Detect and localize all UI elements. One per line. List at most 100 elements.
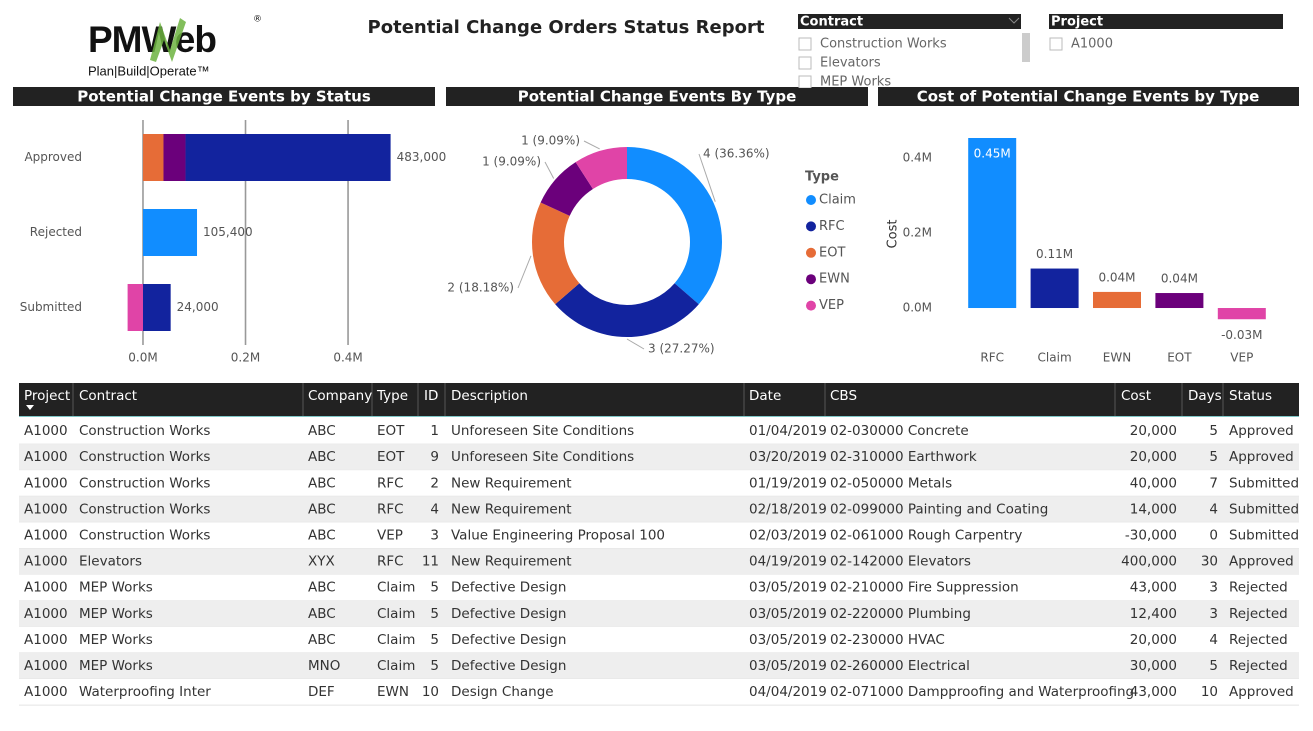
table-cell: EOT: [377, 423, 405, 439]
checkbox[interactable]: [798, 75, 812, 88]
table-cell: DEF: [308, 684, 335, 700]
table-cell: 2: [430, 475, 439, 491]
table-cell: Construction Works: [79, 527, 210, 543]
slicer-item[interactable]: Elevators: [820, 56, 881, 71]
data-label: 4 (36.36%): [703, 147, 770, 161]
table-cell: Defective Design: [451, 658, 566, 674]
content: Contract Construction Works Elevators MEP W…: [19, 14, 1299, 706]
column-header[interactable]: Description: [451, 388, 528, 404]
table-cell: VEP: [377, 527, 403, 543]
table-cell: A1000: [24, 658, 68, 674]
data-label: 0.04M: [1098, 270, 1135, 284]
table-cell: 02-210000 Fire Suppression: [830, 580, 1019, 596]
table-cell: 03/05/2019: [749, 632, 827, 648]
bar-segment: [142, 209, 198, 256]
logo-mark: ®: [253, 15, 262, 25]
table-row: [19, 574, 1299, 601]
table-cell: Construction Works: [79, 475, 210, 491]
table-cell: Value Engineering Proposal 100: [451, 527, 665, 543]
report-title: Potential Change Orders Status Report: [368, 17, 765, 38]
table-row: [19, 626, 1299, 653]
sort-arrow[interactable]: [26, 405, 34, 410]
chart-title: Potential Change Events By Type: [518, 88, 797, 106]
table-cell: Approved: [1229, 449, 1294, 465]
legend-swatch[interactable]: [806, 274, 816, 285]
table-cell: RFC: [377, 475, 404, 491]
table-cell: ABC: [308, 449, 336, 465]
column-header[interactable]: Type: [376, 388, 408, 404]
table-cell: Construction Works: [79, 449, 210, 465]
slicer-item[interactable]: A1000: [1071, 37, 1113, 52]
bar: [1093, 291, 1141, 309]
column-header[interactable]: Date: [749, 388, 781, 404]
chart-header-bar: [13, 87, 435, 106]
table-cell: Claim: [377, 606, 415, 622]
column-header[interactable]: Company: [308, 388, 372, 404]
slicer-item[interactable]: Construction Works: [820, 37, 947, 52]
checkbox[interactable]: [1049, 37, 1063, 51]
table-cell: Defective Design: [451, 580, 566, 596]
column-header[interactable]: CBS: [830, 388, 857, 404]
legend-swatch[interactable]: [806, 247, 816, 258]
legend-label[interactable]: RFC: [819, 219, 845, 234]
table-cell: 04/19/2019: [749, 554, 827, 570]
table-cell: Unforeseen Site Conditions: [451, 423, 634, 439]
legend-swatch[interactable]: [806, 221, 816, 232]
table-cell: 02-220000 Plumbing: [830, 606, 971, 622]
table-cell: XYX: [308, 554, 335, 570]
table-cell: EWN: [377, 684, 409, 700]
table-cell: Unforeseen Site Conditions: [451, 449, 634, 465]
table-cell: 03/20/2019: [749, 449, 827, 465]
table-cell: 14,000: [1130, 501, 1177, 517]
table-cell: ABC: [308, 527, 336, 543]
legend-swatch[interactable]: [806, 195, 816, 205]
x-tick-label: 0.2M: [231, 351, 260, 365]
table-cell: Construction Works: [79, 501, 210, 517]
chart-title: Potential Change Events by Status: [77, 88, 371, 106]
x-tick-label: 0.4M: [333, 351, 362, 365]
table-cell: ABC: [308, 580, 336, 596]
total-label: 483,000: [397, 150, 447, 164]
column-header[interactable]: Project: [24, 388, 70, 404]
table-cell: MEP Works: [79, 658, 153, 674]
donut-slice: [555, 283, 699, 338]
legend-label[interactable]: EWN: [819, 272, 850, 287]
table-cell: RFC: [377, 554, 404, 570]
table-cell: Approved: [1229, 554, 1294, 570]
legend-label[interactable]: Claim: [819, 193, 856, 208]
legend-label[interactable]: EOT: [819, 245, 845, 260]
table-cell: 03/05/2019: [749, 658, 827, 674]
table-cell: 30: [1201, 554, 1218, 570]
slicer-scrollbar[interactable]: [1022, 33, 1030, 62]
slicer-chevron[interactable]: [1008, 17, 1020, 24]
table-cell: 02/03/2019: [749, 527, 827, 543]
legend-swatch[interactable]: [806, 300, 816, 311]
table-cell: RFC: [377, 501, 404, 517]
table-cell: A1000: [24, 632, 68, 648]
table-cell: EOT: [377, 449, 405, 465]
table-cell: 02-230000 HVAC: [830, 632, 945, 648]
table-cell: 7: [1209, 475, 1218, 491]
slicer-item[interactable]: MEP Works: [820, 75, 891, 90]
column-header[interactable]: ID: [424, 388, 438, 404]
chart-header-bar: [878, 87, 1299, 106]
table-cell: 01/04/2019: [749, 423, 827, 439]
column-header[interactable]: Days: [1188, 388, 1222, 404]
column-header[interactable]: Contract: [79, 388, 137, 404]
table-cell: 4: [1209, 501, 1218, 517]
table-row: [19, 548, 1299, 575]
checkbox[interactable]: [798, 56, 812, 70]
table-cell: Submitted: [1229, 527, 1299, 543]
data-label: 2 (18.18%): [447, 281, 514, 295]
chart-header-bar: [446, 87, 868, 106]
table-header: [19, 383, 1299, 416]
table-cell: MEP Works: [79, 632, 153, 648]
bar: [1217, 308, 1266, 320]
column-header[interactable]: Cost: [1121, 388, 1151, 404]
table-cell: 20,000: [1130, 632, 1177, 648]
checkbox[interactable]: [798, 37, 812, 51]
column-header[interactable]: Status: [1229, 388, 1272, 404]
table-cell: Approved: [1229, 423, 1294, 439]
legend-label[interactable]: VEP: [819, 298, 844, 313]
